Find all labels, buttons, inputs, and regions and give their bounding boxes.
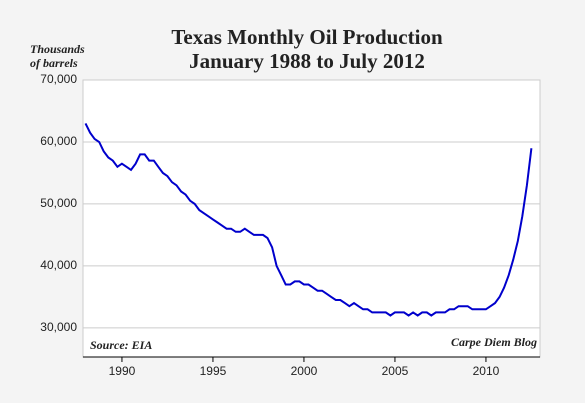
y-tick-label: 50,000 <box>40 196 77 210</box>
x-tick-label: 2005 <box>382 364 409 378</box>
x-tick-label: 2010 <box>473 364 500 378</box>
y-axis-label: Thousands <box>30 42 85 56</box>
y-tick-label: 70,000 <box>40 72 77 86</box>
x-tick-label: 1995 <box>200 364 227 378</box>
x-tick-label: 2000 <box>291 364 318 378</box>
y-tick-label: 40,000 <box>40 258 77 272</box>
y-tick-label: 30,000 <box>40 320 77 334</box>
source-note: Source: EIA <box>90 338 152 352</box>
y-tick-label: 60,000 <box>40 134 77 148</box>
y-axis-label: of barrels <box>30 56 78 70</box>
x-tick-label: 1990 <box>109 364 136 378</box>
credit-note: Carpe Diem Blog <box>451 335 537 349</box>
chart-title: Texas Monthly Oil Production <box>171 25 443 49</box>
chart-subtitle: January 1988 to July 2012 <box>189 49 425 73</box>
plot-area <box>82 79 541 358</box>
line-series <box>84 122 533 317</box>
